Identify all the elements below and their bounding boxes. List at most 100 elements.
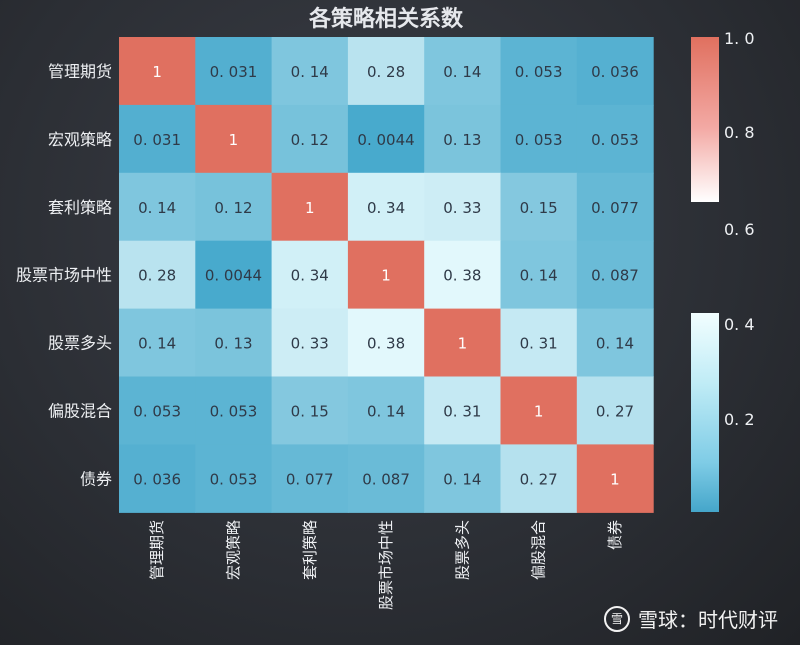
cell-value-label: 0. 34 [291,267,329,285]
cell-value-label: 0. 31 [520,335,558,353]
cell-value-label: 0. 087 [362,470,410,488]
cell-value-label: 0. 053 [591,131,639,149]
cell-value-label: 0. 14 [367,402,405,420]
heatmap-cell [576,37,654,106]
heatmap-cell [500,104,578,174]
cell-value-label: 1 [381,267,391,285]
cell-value-label: 0. 031 [210,63,258,81]
heatmap-cell [576,376,654,445]
heatmap-cell [119,37,196,106]
colorbar-tick-label: 0. 2 [724,410,755,429]
heatmap-cell [195,172,273,242]
cell-value-label: 0. 14 [138,199,176,217]
watermark-text: 雪球：时代财评 [638,608,778,632]
cell-value-label: 0. 12 [291,131,329,149]
cell-value-label: 0. 31 [443,402,481,420]
heatmap-cell [271,172,349,242]
row-label: 宏观策略 [48,130,112,149]
cell-value-label: 0. 33 [443,199,481,217]
cell-value-label: 0. 28 [138,267,176,285]
heatmap-cell [500,376,578,445]
heatmap-cell [119,172,196,242]
heatmap-cell [271,37,349,106]
cell-value-label: 0. 053 [210,470,258,488]
heatmap-cell [347,104,425,174]
cell-value-label: 0. 14 [138,335,176,353]
colorbar-tick-label: 0. 6 [724,220,755,239]
colorbar-tick-label: 0. 4 [724,315,755,334]
heatmap-cell [424,172,502,242]
cell-value-label: 0. 15 [291,402,329,420]
heatmap-cell [500,308,578,378]
heatmap-cell [576,444,654,513]
column-label: 股票多头 [453,520,471,580]
cell-value-label: 0. 14 [520,267,558,285]
cell-value-label: 0. 077 [286,470,334,488]
cell-value-label: 0. 053 [515,131,563,149]
heatmap-cell [347,308,425,378]
heatmap-cell [576,240,654,310]
column-label: 偏股混合 [530,520,548,580]
heatmap-cell [119,376,196,445]
heatmap-cell [119,104,196,174]
cell-value-label: 1 [152,63,162,81]
row-label: 偏股混合 [48,401,112,420]
heatmap-cell [271,104,349,174]
heatmap-cell [424,376,502,445]
cell-value-label: 0. 27 [520,470,558,488]
heatmap-cell [195,240,273,310]
heatmap-cell [119,240,196,310]
cell-value-label: 0. 14 [443,470,481,488]
cell-value-label: 0. 33 [291,335,329,353]
colorbar: 1. 0 0. 8 0. 6 0. 4 0. 2 [691,29,755,512]
heatmap-cell [424,37,502,106]
xueqiu-logo-icon: 雪 [604,605,630,632]
colorbar-tick-label: 1. 0 [724,29,755,48]
cell-value-label: 0. 053 [210,402,258,420]
row-label: 债券 [80,469,112,488]
row-label: 股票多头 [48,334,112,353]
column-label: 套利策略 [301,520,319,580]
heatmap-cell [347,172,425,242]
cell-value-label: 0. 077 [591,199,639,217]
cell-value-label: 0. 036 [133,470,181,488]
heatmap-cell [195,444,273,513]
cell-value-label: 0. 12 [214,199,252,217]
cell-value-label: 1 [458,335,468,353]
heatmap-cell [119,444,196,513]
heatmap-cell [119,308,196,378]
heatmap-cell-labels: 1 0. 031 0. 14 0. 28 0. 14 0. 053 0. 036 0. 031… [133,63,639,488]
colorbar-lower [691,313,719,512]
heatmap-cell [424,444,502,513]
row-label: 管理期货 [48,62,112,81]
heatmap-cell [271,376,349,445]
heatmap-cell [347,376,425,445]
cell-value-label: 0. 14 [291,63,329,81]
cell-value-label: 1 [534,402,544,420]
cell-value-label: 0. 28 [367,63,405,81]
cell-value-label: 0. 087 [591,267,639,285]
heatmap-cell [195,37,273,106]
heatmap-cell [347,444,425,513]
cell-value-label: 0. 34 [367,199,405,217]
heatmap-cell [576,308,654,378]
column-label: 债券 [606,520,624,550]
cell-value-label: 0. 0044 [357,131,414,149]
chart-title: 各策略相关系数 [308,6,464,32]
heatmap-cell [195,308,273,378]
heatmap-cell [576,172,654,242]
heatmap-cell [576,104,654,174]
heatmap-cell [347,240,425,310]
heatmap-cell [424,104,502,174]
colorbar-upper [691,37,719,202]
column-labels: 管理期货 宏观策略 套利策略 股票市场中性 股票多头 偏股混合 债券 [148,520,624,610]
cell-value-label: 0. 031 [133,131,181,149]
cell-value-label: 0. 38 [443,267,481,285]
heatmap-cell [424,240,502,310]
heatmap-cell [195,376,273,445]
heatmap-cells [119,37,654,513]
cell-value-label: 1 [610,470,620,488]
row-label: 套利策略 [48,198,112,217]
cell-value-label: 0. 053 [133,402,181,420]
